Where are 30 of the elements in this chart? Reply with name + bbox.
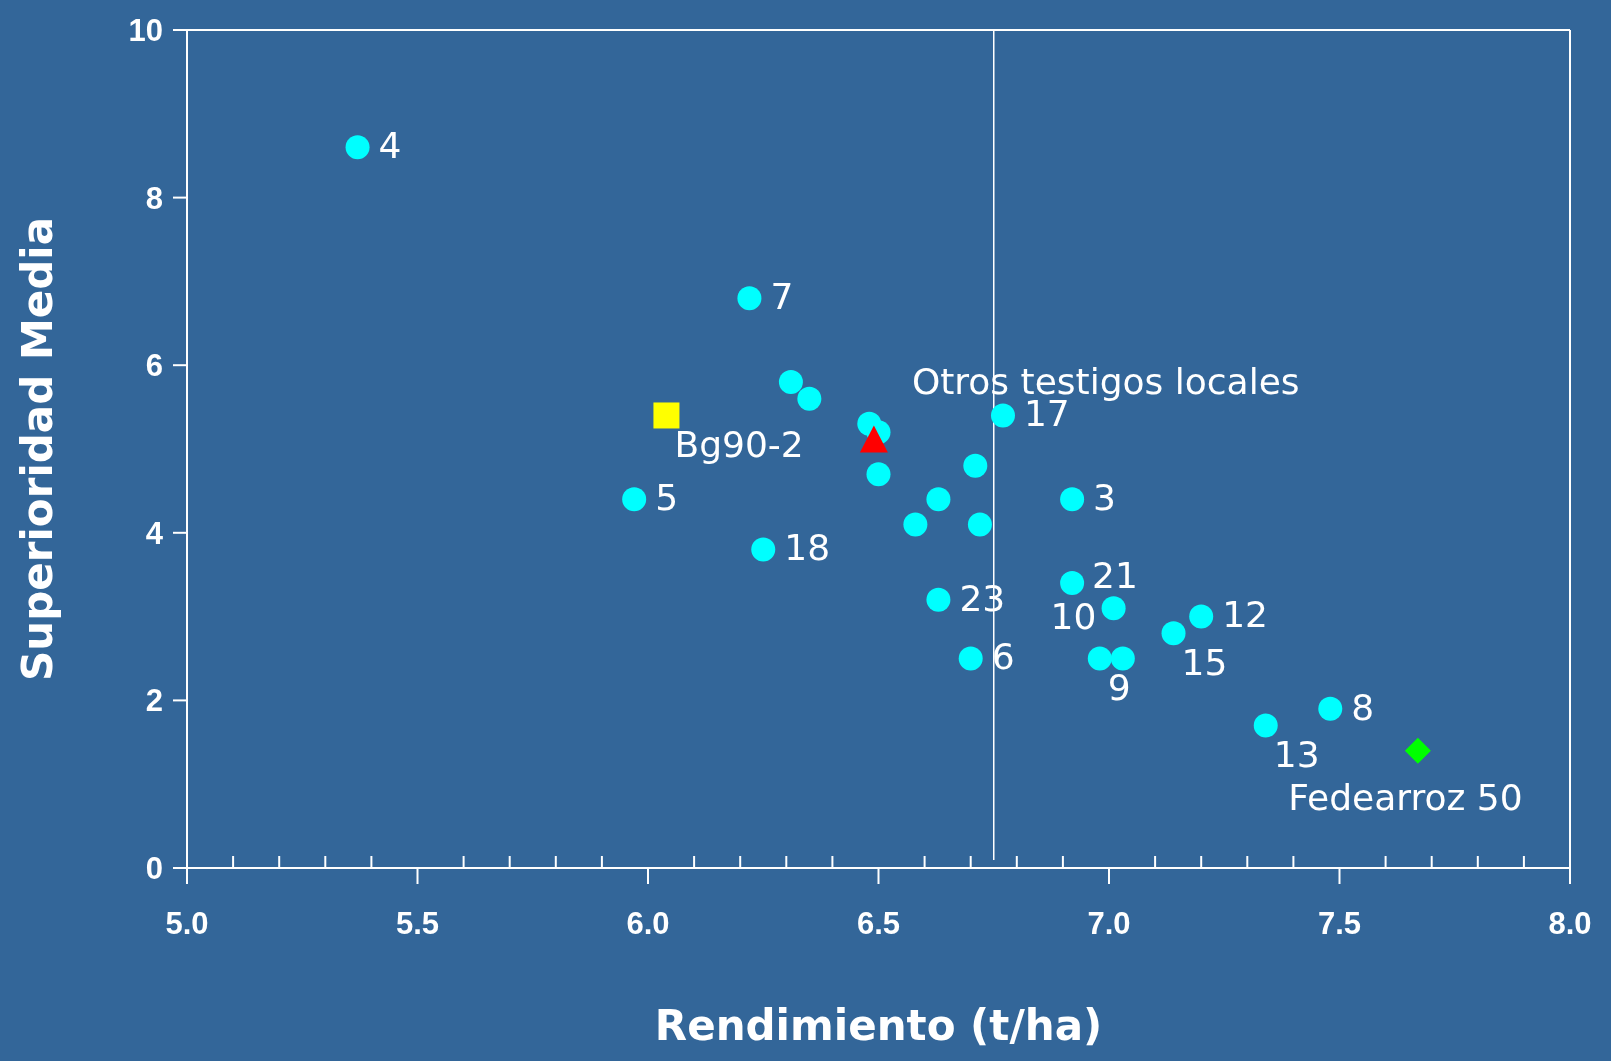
y-axis-title: Superioridad Media [13, 217, 62, 681]
annotation: 18 [784, 527, 831, 569]
series-label: Bg90-2 [674, 424, 804, 466]
x-tick-label: 6.5 [856, 906, 901, 941]
x-tick-label: 7.0 [1087, 906, 1131, 941]
x-tick-label: 5.5 [395, 906, 440, 941]
x-tick-label: 5.0 [165, 906, 209, 941]
annotation: 12 [1222, 594, 1269, 636]
annotation: 21 [1092, 555, 1138, 597]
annotation: 15 [1181, 642, 1228, 684]
y-tick-label: 6 [145, 348, 163, 384]
annotation: 5 [655, 477, 679, 519]
annotation: 10 [1050, 595, 1097, 637]
annotation: 3 [1093, 477, 1117, 519]
x-axis-title: Rendimiento (t/ha) [654, 1001, 1103, 1050]
annotation: 6 [991, 636, 1015, 678]
x-tick-label: 6.0 [626, 906, 670, 941]
annotation: 13 [1273, 734, 1320, 776]
x-tick-label: 7.5 [1317, 906, 1362, 941]
y-tick-label: 4 [145, 515, 164, 551]
y-tick-label: 0 [145, 851, 163, 886]
y-tick-label: 8 [145, 180, 163, 216]
y-tick-label: 2 [145, 683, 163, 719]
series-label: Fedearroz 50 [1288, 777, 1523, 819]
annotation: 4 [378, 125, 402, 167]
annotation: 9 [1107, 667, 1131, 709]
annotation: 8 [1351, 686, 1375, 728]
annotation: 7 [770, 275, 794, 317]
x-tick-label: 8.0 [1548, 906, 1592, 941]
y-tick-label: 10 [128, 13, 163, 48]
